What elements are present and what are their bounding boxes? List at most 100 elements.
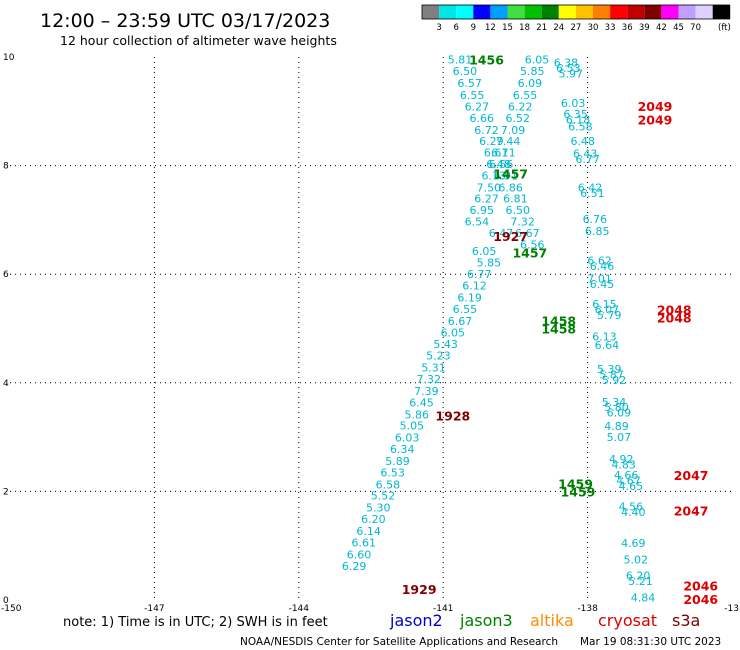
data-point-label: 6.03 bbox=[561, 97, 586, 110]
data-point-label: 7.44 bbox=[496, 135, 521, 148]
data-point-label: 6.76 bbox=[583, 213, 608, 226]
data-point-label: 6.57 bbox=[457, 77, 482, 90]
footer-credit: NOAA/NESDIS Center for Satellite Applica… bbox=[240, 636, 558, 648]
data-point-label: 4.66 bbox=[614, 469, 639, 482]
data-point-label: 7.32 bbox=[417, 373, 442, 386]
data-point-label: 6.18 bbox=[566, 113, 591, 126]
data-point-label: 6.03 bbox=[395, 432, 420, 445]
data-point-label: 5.79 bbox=[597, 309, 622, 322]
data-point-label: 5.39 bbox=[597, 363, 622, 376]
data-point-label: 4.92 bbox=[609, 453, 634, 466]
data-point-label: 6.55 bbox=[453, 303, 478, 316]
data-point-label: 6.72 bbox=[474, 124, 499, 137]
data-point-label: 6.45 bbox=[590, 278, 615, 291]
colorbar-swatch bbox=[507, 5, 525, 19]
colorbar-label: 24 bbox=[553, 23, 564, 33]
data-point-label: 6.66 bbox=[469, 112, 494, 125]
data-point-label: 6.55 bbox=[513, 89, 538, 102]
footer-note: note: 1) Time is in UTC; 2) SWH is in fe… bbox=[63, 615, 328, 630]
satellite-legend-jason2: jason2 bbox=[389, 611, 443, 630]
time-annotation: 1457 bbox=[493, 167, 528, 182]
colorbar-label: 45 bbox=[673, 23, 684, 33]
data-point-label: 6.48 bbox=[571, 135, 596, 148]
data-point-label: 4.56 bbox=[619, 501, 644, 514]
data-point-label: 6.05 bbox=[525, 54, 550, 67]
data-point-label: 6.91 bbox=[494, 169, 519, 182]
data-point-label: 5.86 bbox=[404, 408, 429, 421]
colorbar-swatch bbox=[644, 5, 662, 19]
data-point-label: 6.95 bbox=[469, 204, 494, 217]
data-point-label: 5.85 bbox=[477, 256, 502, 269]
chart-grid bbox=[10, 57, 732, 600]
colorbar-swatch bbox=[558, 5, 576, 19]
data-point-label: 6.67 bbox=[515, 227, 540, 240]
data-point-label: 7.32 bbox=[510, 216, 535, 229]
time-annotation: 2046 bbox=[683, 592, 718, 607]
time-annotations: 1456145714571458145814591459192719281929… bbox=[402, 53, 719, 607]
colorbar-swatch bbox=[712, 5, 730, 19]
data-point-label: 6.58 bbox=[376, 478, 401, 491]
satellite-legend-jason3: jason3 bbox=[459, 611, 513, 630]
data-point-label: 6.86 bbox=[498, 181, 523, 194]
data-point-label: 6.85 bbox=[585, 225, 610, 238]
data-point-label: 5.89 bbox=[385, 455, 410, 468]
time-annotation: 2048 bbox=[657, 302, 692, 317]
data-point-label: 6.77 bbox=[467, 268, 492, 281]
data-point-label: 6.05 bbox=[441, 326, 466, 339]
data-point-label: 6.15 bbox=[592, 298, 617, 311]
data-point-label: 5.85 bbox=[520, 65, 545, 78]
data-point-label: 6.43 bbox=[573, 148, 598, 161]
colorbar-unit: (ft) bbox=[718, 23, 731, 33]
x-tick-labels: -150 -147 -144 -141 -138 -13 bbox=[1, 604, 739, 614]
data-point-label: 6.20 bbox=[361, 513, 386, 526]
data-point-label: 6.50 bbox=[453, 65, 478, 78]
colorbar-swatch bbox=[541, 5, 559, 19]
data-point-label: 5.05 bbox=[400, 420, 425, 433]
time-annotation: 1456 bbox=[469, 53, 504, 68]
time-annotation: 2047 bbox=[674, 468, 709, 483]
data-point-label: 4.69 bbox=[621, 537, 646, 550]
data-point-label: 5.07 bbox=[607, 431, 632, 444]
x-tick-label: -144 bbox=[289, 604, 310, 614]
colorbar-swatch bbox=[678, 5, 696, 19]
data-point-label: 5.52 bbox=[371, 490, 396, 503]
data-point-label: 5.02 bbox=[623, 553, 648, 566]
data-point-label: 6.54 bbox=[465, 216, 490, 229]
colorbar-swatch bbox=[627, 5, 645, 19]
colorbar-swatch bbox=[593, 5, 611, 19]
data-point-label: 6.22 bbox=[508, 100, 533, 113]
y-tick-label: 6 bbox=[3, 270, 9, 280]
data-point-label: 6.29 bbox=[479, 135, 504, 148]
data-point-label: 6.42 bbox=[578, 181, 603, 194]
colorbar-swatch bbox=[473, 5, 491, 19]
colorbar-label: 9 bbox=[471, 23, 476, 33]
data-point-label: 7.50 bbox=[477, 181, 502, 194]
y-tick-label: 8 bbox=[3, 162, 9, 172]
data-point-label: 6.35 bbox=[563, 108, 588, 121]
data-point-label: 4.89 bbox=[604, 420, 629, 433]
data-point-label: 6.62 bbox=[587, 255, 612, 268]
y-tick-labels: 0 2 4 6 8 10 bbox=[3, 53, 15, 606]
colorbar-label: 3 bbox=[436, 23, 441, 33]
colorbar-swatch bbox=[575, 5, 593, 19]
y-tick-label: 2 bbox=[3, 487, 9, 497]
colorbar-swatch bbox=[695, 5, 713, 19]
colorbar-swatch bbox=[439, 5, 457, 19]
y-tick-label: 4 bbox=[3, 379, 9, 389]
data-point-label: 6.20 bbox=[626, 570, 651, 583]
time-annotation: 1457 bbox=[512, 245, 547, 260]
x-tick-label: -141 bbox=[433, 604, 453, 614]
colorbar-label: 15 bbox=[502, 23, 513, 33]
data-point-label: 6.27 bbox=[465, 100, 490, 113]
data-point-label: 5.80 bbox=[604, 401, 629, 414]
colorbar-label: 27 bbox=[570, 23, 581, 33]
data-point-label: 4.84 bbox=[631, 591, 656, 604]
data-point-label: 6.09 bbox=[518, 77, 543, 90]
colorbar-label: 36 bbox=[622, 23, 633, 33]
time-annotation: 2046 bbox=[683, 578, 718, 593]
data-point-label: 6.56 bbox=[489, 158, 514, 171]
time-annotation: 1459 bbox=[561, 484, 596, 499]
colorbar-swatch bbox=[610, 5, 628, 19]
data-point-label: 6.29 bbox=[342, 560, 367, 573]
